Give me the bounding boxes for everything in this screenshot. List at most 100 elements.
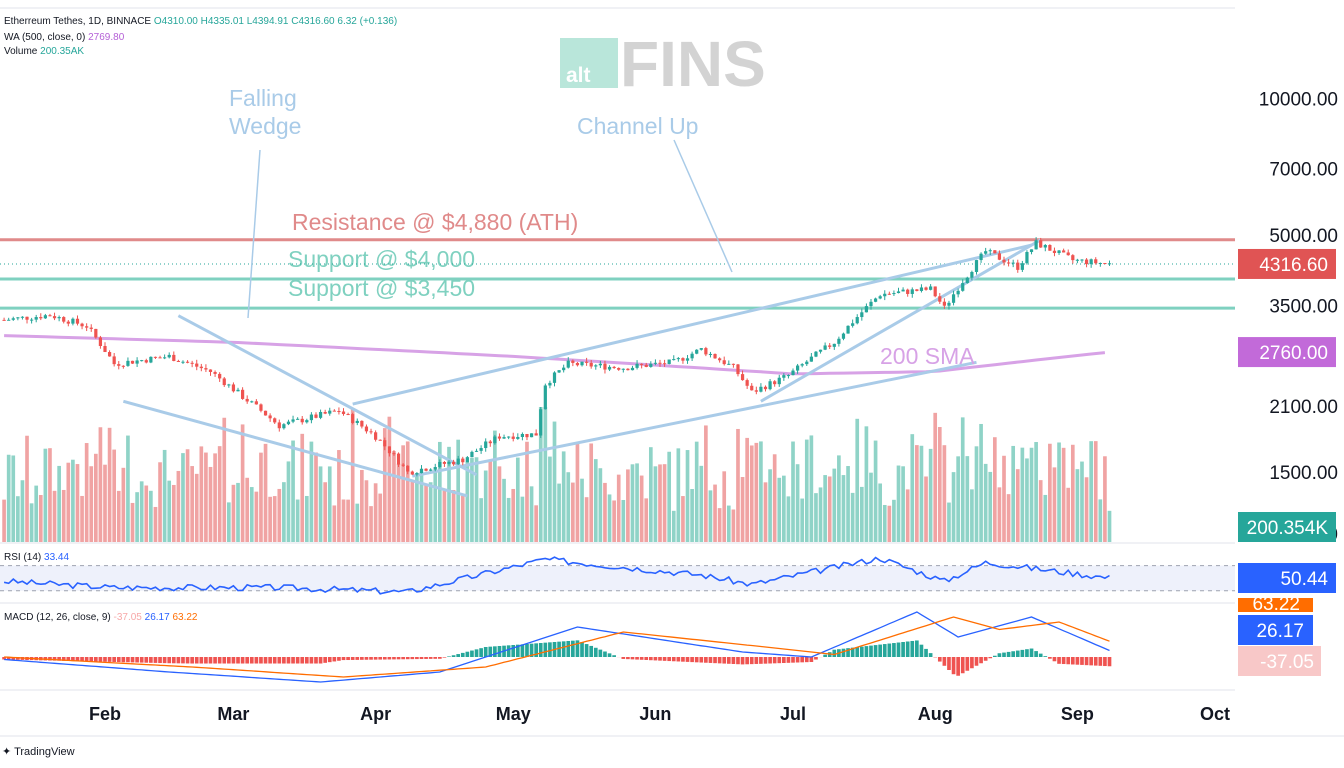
candle-body: [447, 461, 451, 464]
candle-body: [961, 283, 965, 291]
volume-bar: [171, 484, 176, 542]
candle-body: [48, 315, 52, 317]
volume-bar: [603, 482, 607, 542]
volume-bar: [947, 502, 951, 542]
price-badge-bg: [1238, 248, 1336, 279]
volume-bar: [231, 484, 236, 542]
macd-hist-bar: [57, 657, 61, 661]
macd-hist-bar: [506, 645, 511, 657]
macd-hist-bar: [167, 657, 172, 664]
candle-body: [740, 374, 745, 381]
volume-bar: [277, 488, 282, 542]
macd-hist-bar: [112, 657, 117, 662]
candle-body: [942, 301, 946, 306]
volume-bar: [57, 465, 61, 542]
candle-body: [314, 414, 318, 418]
candle-body: [195, 363, 199, 367]
volume-bar: [259, 452, 263, 542]
candle-body: [470, 451, 474, 458]
volume-bar: [84, 443, 89, 542]
macd-hist-bar: [924, 648, 928, 657]
candle-body: [39, 317, 43, 319]
candle-body: [236, 389, 240, 392]
volume-bar: [415, 473, 419, 542]
macd-hist-bar: [786, 657, 791, 663]
candle-body: [516, 436, 520, 439]
candle-body: [525, 433, 529, 438]
candle-body: [951, 294, 956, 303]
macd-hist-bar: [474, 649, 479, 657]
candle-body: [846, 325, 850, 334]
candle-body: [52, 316, 57, 319]
macd-hist-bar: [479, 648, 483, 657]
macd-hist-bar: [337, 657, 341, 661]
candle-body: [424, 468, 428, 471]
macd-hist-bar: [1025, 649, 1029, 657]
macd-hist-bar: [896, 642, 901, 657]
candle-body: [497, 436, 502, 439]
candle-body: [167, 354, 171, 358]
candle-body: [773, 381, 777, 385]
volume-bar: [791, 441, 795, 542]
volume-bar: [493, 430, 497, 542]
volume-bar: [139, 481, 144, 542]
macd-hist-bar: [447, 656, 451, 657]
macd-hist-bar: [1048, 657, 1052, 659]
macd-hist-bar: [754, 657, 759, 664]
candle-body: [736, 364, 740, 375]
macd-hist-bar: [772, 657, 777, 664]
price-axis: 10000.00 7000.00 5000.00 3500.00 2100.00 1500…: [1259, 89, 1338, 545]
symbol-title: Etherreum Tethes, 1D, BINNACE: [4, 16, 152, 27]
candle-body: [795, 365, 800, 371]
volume-bar: [548, 456, 552, 542]
ohlc-values: O4310.00 H4335.01 L4394.91 C4316.60 6.32…: [153, 16, 398, 27]
macd-hist-bar: [6, 657, 11, 660]
candle-body: [465, 457, 469, 463]
volume-bar: [571, 482, 575, 542]
volume-bar: [754, 442, 759, 542]
macd-hist-bar: [66, 657, 71, 661]
candle-body: [566, 360, 570, 368]
volume-bar: [249, 487, 254, 542]
wedge-pointer-line: [247, 149, 261, 319]
macd-hist-bar: [1052, 657, 1057, 662]
volume-bar: [6, 454, 11, 542]
volume-bar: [424, 484, 428, 542]
candle-body: [43, 315, 47, 319]
volume-bar: [506, 497, 511, 542]
candle-body: [231, 384, 236, 392]
volume-bar: [360, 469, 364, 542]
volume-bar: [451, 489, 456, 542]
macd-hist-bar: [16, 657, 20, 660]
candle-body: [1020, 263, 1024, 270]
volume-bar: [447, 446, 451, 542]
candle-body: [621, 368, 625, 370]
macd-hist-bar: [304, 657, 309, 664]
macd-hist-bar: [919, 644, 924, 657]
volume-bar: [103, 464, 107, 542]
volume-bar: [937, 427, 942, 542]
volume-bar: [827, 476, 832, 542]
volume-bar: [644, 498, 649, 542]
volume-bar: [1029, 447, 1034, 542]
volume-bar: [470, 457, 474, 542]
macd-hist-bar: [704, 657, 708, 663]
candle-body: [919, 287, 924, 291]
macd-hist-bar: [777, 657, 782, 664]
volume-bar: [465, 461, 470, 542]
candle-body: [378, 439, 382, 441]
candle-body: [300, 418, 304, 423]
candle-body: [149, 356, 153, 363]
candle-body: [800, 364, 804, 366]
price-tick-label: 5000.00: [1269, 226, 1338, 247]
macd-hist-bar: [171, 657, 176, 664]
price-tick-label: 7000.00: [1269, 160, 1338, 181]
volume-bar: [332, 505, 337, 542]
macd-hist-bar: [1080, 657, 1084, 665]
volume-bar: [630, 464, 635, 542]
volume-bar: [850, 492, 855, 542]
volume-bar: [1057, 442, 1061, 542]
volume-bar: [580, 478, 584, 542]
